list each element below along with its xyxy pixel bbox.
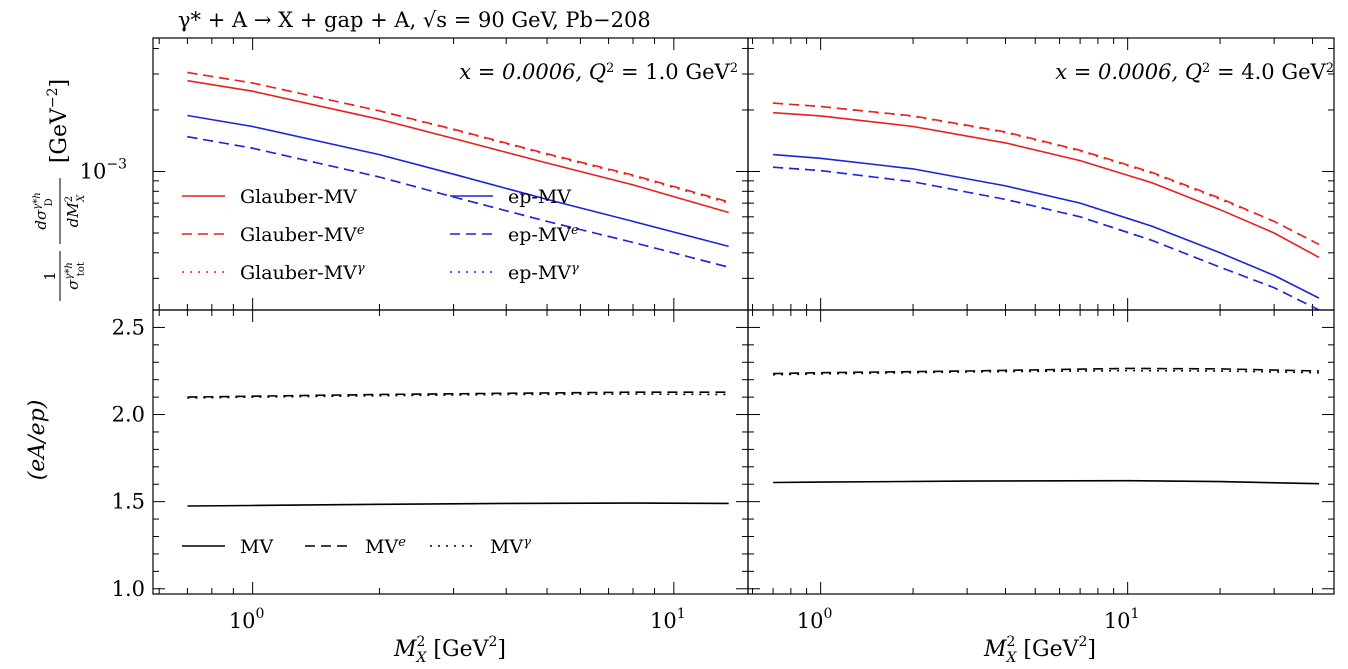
x-tick-label: 100 (229, 606, 265, 633)
plot-frame (747, 309, 1335, 595)
figure-title: γ* + A → X + gap + A, √s = 90 GeV, Pb−20… (178, 8, 651, 32)
bottom-y-axis-label: (eA/ep) (25, 400, 50, 481)
legend-label-glauber-mv: Glauber-MV (240, 186, 357, 208)
series-line-ep-mv- (187, 135, 729, 268)
series-line-mv (773, 479, 1320, 485)
panel-top-left: 10−3 (80, 37, 749, 311)
x-tick-label: 101 (1104, 606, 1140, 633)
x-axis-label-left: M2 X [GeV2] (393, 634, 506, 666)
legend-label-ep-mv: ep-MV (508, 186, 571, 208)
legend-label-mve: MVe (365, 535, 406, 559)
legend-label-glauber-mvg: Glauber-MVγ (240, 261, 365, 285)
x-axis-label-right: M2 X [GeV2] (983, 634, 1096, 666)
annotation-left: x = 0.0006, Q2 = 1.0 GeV2 (459, 60, 738, 84)
legend-label-glauber-mve: Glauber-MVe (240, 223, 365, 247)
legend-label-mvg: MVγ (490, 535, 531, 559)
series-line-mv-e (187, 391, 729, 398)
legend-label-mv: MV (240, 536, 273, 558)
series-line-ep-mv-e (773, 166, 1320, 311)
legend-top: Glauber-MV ep-MV Glauber-MVe ep-MVe Glau… (182, 186, 579, 284)
series-line-glauber-mv (187, 79, 729, 214)
y-tick-label: 1.5 (112, 490, 145, 514)
legend-label-ep-mvg: ep-MVγ (508, 261, 579, 285)
y-tick-label: 2.0 (112, 403, 145, 427)
series-line-mv-e (773, 367, 1320, 375)
panel-bottom-left: 100 101 1.0 1.5 2.0 2.5 (112, 309, 749, 633)
series-line-mv- (773, 369, 1320, 376)
top-y-axis-label: 1 σγ*htot dσγ*hD dM2X [GeV−2] (32, 79, 87, 301)
y-tick-label: 10−3 (80, 156, 127, 183)
x-tick-label: 101 (650, 606, 686, 633)
x-tick-label: 100 (797, 606, 833, 633)
legend-bottom: MV MVe MVγ (182, 535, 531, 559)
series-line-mv (187, 502, 729, 507)
series-line-glauber-mv-e (187, 71, 729, 203)
y-label-unit: [GeV−2] (45, 79, 72, 163)
y-tick-label: 2.5 (112, 315, 145, 339)
y-tick-label: 1.0 (112, 577, 145, 601)
panel-bottom-right: 100 101 (747, 309, 1335, 633)
svg-text:1: 1 (41, 271, 59, 281)
series-line-glauber-mv- (773, 102, 1320, 246)
series-line-ep-mv- (773, 166, 1320, 311)
series-line-ep-mv (773, 153, 1320, 299)
series-line-ep-mv (187, 114, 729, 248)
y-label-dsigma: dσγ*hD (32, 192, 55, 229)
annotation-right: x = 0.0006, Q2 = 4.0 GeV2 (1055, 60, 1334, 84)
legend-label-ep-mve: ep-MVe (508, 223, 579, 247)
series-line-glauber-mv (773, 111, 1320, 259)
y-label-sigma-tot: σγ*htot (64, 262, 87, 290)
y-label-dm: dM2X (64, 194, 87, 227)
series-line-glauber-mv-e (773, 102, 1320, 246)
series-line-glauber-mv- (187, 71, 729, 204)
